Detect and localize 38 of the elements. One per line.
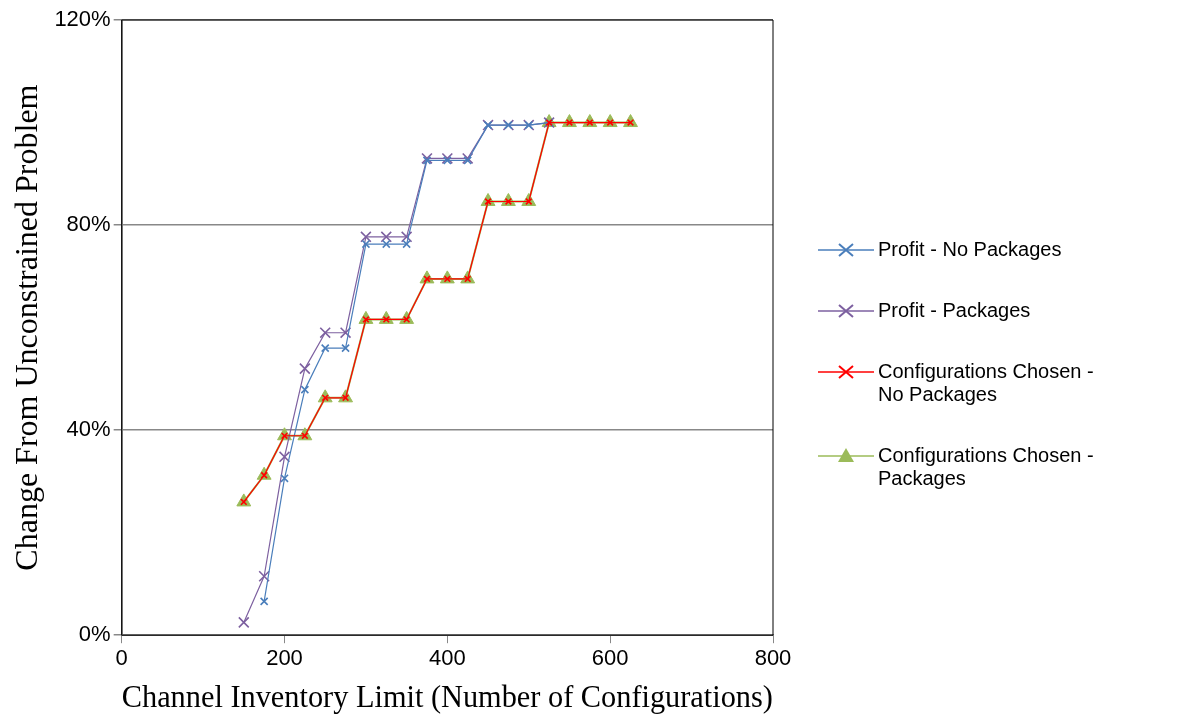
point xyxy=(441,152,454,165)
point xyxy=(339,326,352,339)
point xyxy=(280,473,289,483)
x-tick-label: 0 xyxy=(115,645,128,671)
point xyxy=(300,385,310,394)
point xyxy=(299,362,311,375)
point xyxy=(320,343,330,353)
point xyxy=(380,231,393,243)
y-tick-label: 80% xyxy=(66,211,111,237)
point xyxy=(422,156,432,165)
point xyxy=(360,231,372,243)
x-tick-label: 200 xyxy=(266,645,303,671)
legend-label: Profit - Packages xyxy=(878,298,1031,322)
legend-label: Profit - No Packages xyxy=(878,237,1062,261)
point xyxy=(259,597,269,606)
point xyxy=(361,239,371,249)
point xyxy=(400,231,413,243)
legend-label: Configurations Chosen - Packages xyxy=(878,443,1095,490)
point xyxy=(341,343,350,353)
x-tick-label: 800 xyxy=(754,645,792,671)
x-axis-title: Channel Inventory Limit (Number of Configurations) xyxy=(121,678,773,715)
y-tick-label: 0% xyxy=(78,621,111,647)
point xyxy=(319,326,331,339)
y-axis-title: Change From Unconstrained Problem xyxy=(7,84,44,571)
y-tick-label: 120% xyxy=(54,6,111,32)
point xyxy=(421,152,433,165)
point xyxy=(443,156,452,165)
point xyxy=(463,156,473,165)
x-tick-label: 600 xyxy=(591,645,629,671)
x-tick-label: 400 xyxy=(428,645,466,671)
point xyxy=(238,616,250,629)
point xyxy=(402,239,411,249)
point xyxy=(461,152,474,165)
point xyxy=(381,239,391,249)
point xyxy=(278,451,291,463)
legend-label: Configurations Chosen - No Packages xyxy=(878,359,1095,406)
point xyxy=(258,570,270,582)
y-tick-label: 40% xyxy=(66,416,111,442)
